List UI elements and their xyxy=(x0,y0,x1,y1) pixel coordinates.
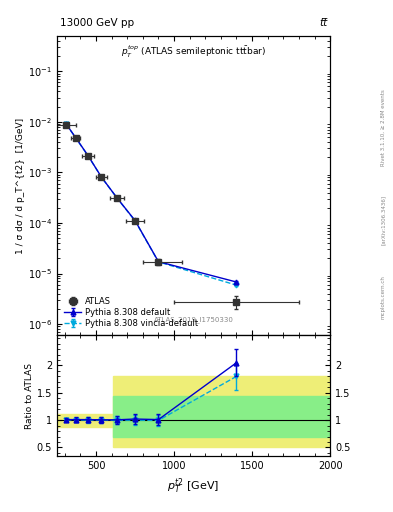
Text: 13000 GeV pp: 13000 GeV pp xyxy=(60,18,134,28)
X-axis label: $p_T^{t2}$ [GeV]: $p_T^{t2}$ [GeV] xyxy=(167,476,220,496)
Bar xyxy=(113,376,330,447)
Legend: ATLAS, Pythia 8.308 default, Pythia 8.308 vincia-default: ATLAS, Pythia 8.308 default, Pythia 8.30… xyxy=(61,293,202,331)
Text: tt̅: tt̅ xyxy=(319,18,327,28)
Text: mcplots.cern.ch: mcplots.cern.ch xyxy=(381,275,386,319)
Text: ATLAS_2019_I1750330: ATLAS_2019_I1750330 xyxy=(154,316,233,324)
Text: [arXiv:1306.3436]: [arXiv:1306.3436] xyxy=(381,195,386,245)
Y-axis label: Ratio to ATLAS: Ratio to ATLAS xyxy=(25,362,34,429)
Text: $p_T^{top}$ (ATLAS semileptonic tt$\bar{\rm t}$bar): $p_T^{top}$ (ATLAS semileptonic tt$\bar{… xyxy=(121,44,266,60)
Text: Rivet 3.1.10, ≥ 2.8M events: Rivet 3.1.10, ≥ 2.8M events xyxy=(381,90,386,166)
Y-axis label: 1 / σ dσ / d p_T^{t2}  [1/GeV]: 1 / σ dσ / d p_T^{t2} [1/GeV] xyxy=(16,118,25,253)
Bar xyxy=(57,414,113,426)
Bar xyxy=(113,395,330,437)
